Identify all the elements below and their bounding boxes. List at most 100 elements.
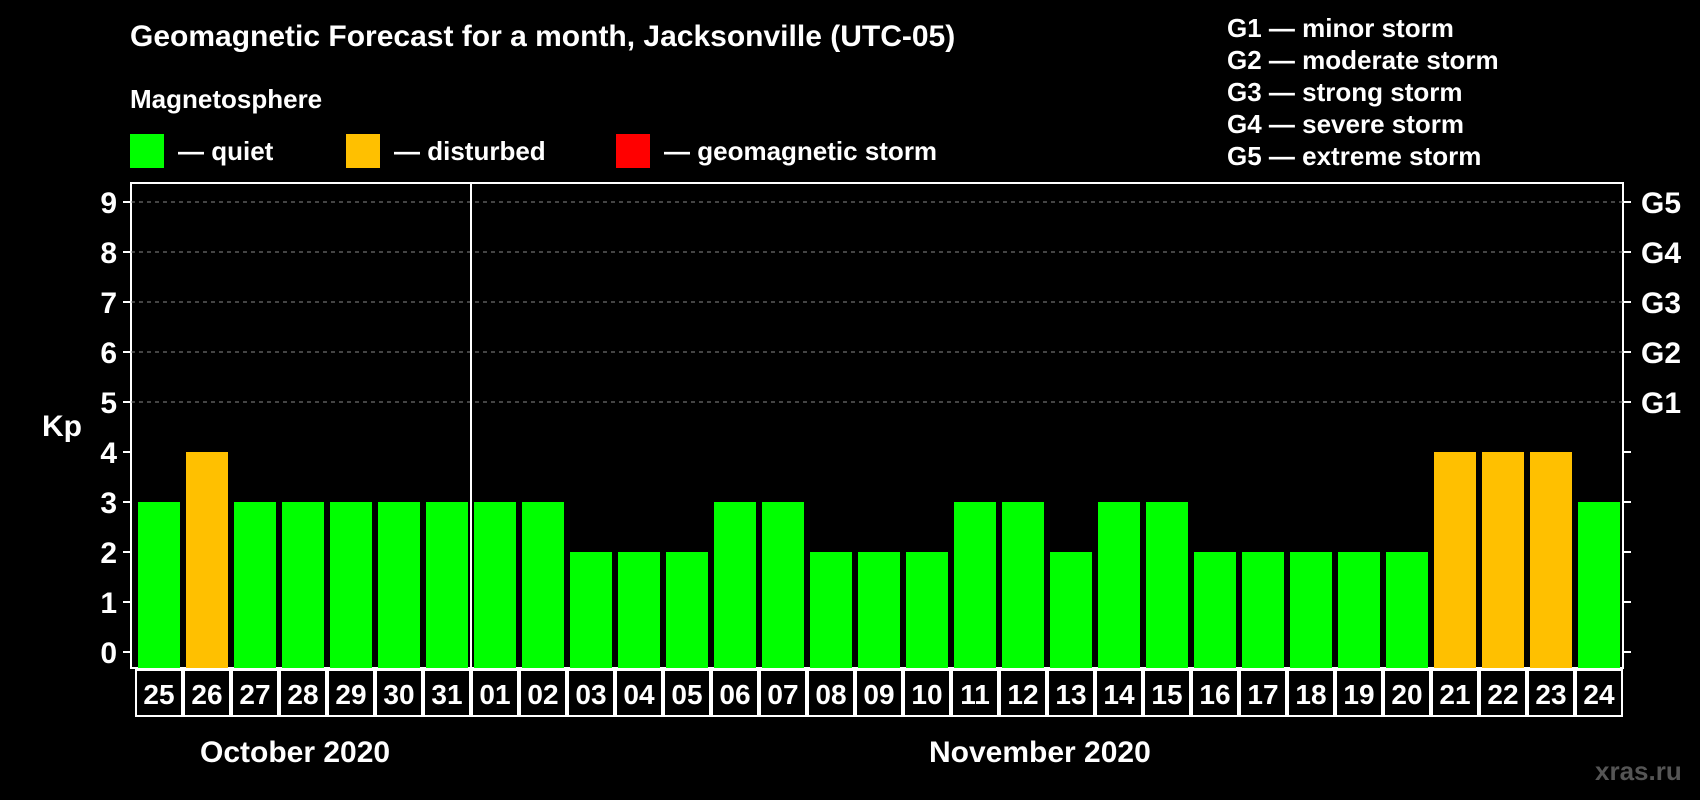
x-tick-box-03 xyxy=(567,669,615,717)
x-tick-box-25 xyxy=(135,669,183,717)
x-tick-box-18 xyxy=(1287,669,1335,717)
x-tick-label-12: 12 xyxy=(1007,679,1038,710)
x-tick-label-29: 29 xyxy=(335,679,366,710)
x-tick-box-17 xyxy=(1239,669,1287,717)
bar-10 xyxy=(906,552,948,668)
x-tick-box-21 xyxy=(1431,669,1479,717)
storm-scale-g5: G5 — extreme storm xyxy=(1227,141,1482,171)
x-tick-label-09: 09 xyxy=(863,679,894,710)
x-tick-label-08: 08 xyxy=(815,679,846,710)
legend-storm-swatch xyxy=(616,134,650,168)
storm-scale-g4: G4 — severe storm xyxy=(1227,109,1465,139)
y-tick-label-3: 3 xyxy=(100,487,117,520)
x-tick-label-26: 26 xyxy=(191,679,222,710)
y-tick-label-7: 7 xyxy=(100,287,117,320)
x-tick-label-31: 31 xyxy=(431,679,462,710)
right-axis-label-g3: G3 xyxy=(1641,287,1681,320)
x-tick-label-14: 14 xyxy=(1103,679,1135,710)
watermark: xras.ru xyxy=(1595,756,1682,786)
x-tick-label-20: 20 xyxy=(1391,679,1422,710)
bar-07 xyxy=(762,502,804,668)
x-tick-label-30: 30 xyxy=(383,679,414,710)
storm-scale-g2: G2 — moderate storm xyxy=(1227,45,1499,75)
storm-scale-legend: G1 — minor storm G2 — moderate storm G3 … xyxy=(1227,12,1499,172)
x-tick-box-12 xyxy=(999,669,1047,717)
x-tick-label-02: 02 xyxy=(527,679,558,710)
x-tick-label-23: 23 xyxy=(1535,679,1566,710)
x-tick-box-05 xyxy=(663,669,711,717)
bar-27 xyxy=(234,502,276,668)
x-tick-label-28: 28 xyxy=(287,679,318,710)
bar-28 xyxy=(282,502,324,668)
storm-scale-g1: G1 — minor storm xyxy=(1227,13,1454,43)
x-tick-box-13 xyxy=(1047,669,1095,717)
bar-02 xyxy=(522,502,564,668)
x-tick-box-02 xyxy=(519,669,567,717)
x-tick-label-07: 07 xyxy=(767,679,798,710)
bar-01 xyxy=(474,502,516,668)
y-tick-label-4: 4 xyxy=(100,437,117,470)
bar-12 xyxy=(1002,502,1044,668)
bar-13 xyxy=(1050,552,1092,668)
y-tick-label-1: 1 xyxy=(100,587,117,620)
bar-22 xyxy=(1482,452,1524,668)
x-tick-label-03: 03 xyxy=(575,679,606,710)
bar-19 xyxy=(1338,552,1380,668)
x-tick-label-13: 13 xyxy=(1055,679,1086,710)
x-tick-box-01 xyxy=(471,669,519,717)
x-tick-label-27: 27 xyxy=(239,679,270,710)
y-tick-label-9: 9 xyxy=(100,187,117,220)
x-tick-box-26 xyxy=(183,669,231,717)
x-tick-box-31 xyxy=(423,669,471,717)
x-tick-box-15 xyxy=(1143,669,1191,717)
x-tick-box-29 xyxy=(327,669,375,717)
y-tick-label-5: 5 xyxy=(100,387,117,420)
x-tick-box-10 xyxy=(903,669,951,717)
x-tick-label-05: 05 xyxy=(671,679,702,710)
bar-16 xyxy=(1194,552,1236,668)
y-tick-label-0: 0 xyxy=(100,637,117,670)
bar-18 xyxy=(1290,552,1332,668)
bar-21 xyxy=(1434,452,1476,668)
chart-title: Geomagnetic Forecast for a month, Jackso… xyxy=(130,20,956,53)
x-tick-label-10: 10 xyxy=(911,679,942,710)
bar-06 xyxy=(714,502,756,668)
bar-24 xyxy=(1578,502,1620,668)
x-tick-box-23 xyxy=(1527,669,1575,717)
x-tick-box-16 xyxy=(1191,669,1239,717)
x-tick-label-04: 04 xyxy=(623,679,655,710)
x-tick-box-07 xyxy=(759,669,807,717)
bar-09 xyxy=(858,552,900,668)
x-tick-box-11 xyxy=(951,669,999,717)
bar-14 xyxy=(1098,502,1140,668)
storm-scale-g3: G3 — strong storm xyxy=(1227,77,1463,107)
x-tick-box-14 xyxy=(1095,669,1143,717)
legend-heading: Magnetosphere xyxy=(130,84,323,114)
bar-30 xyxy=(378,502,420,668)
x-tick-box-04 xyxy=(615,669,663,717)
x-tick-label-25: 25 xyxy=(143,679,174,710)
right-axis-label-g1: G1 xyxy=(1641,387,1681,420)
bar-20 xyxy=(1386,552,1428,668)
legend-storm: — geomagnetic storm xyxy=(616,134,937,168)
y-tick-label-8: 8 xyxy=(100,237,117,270)
x-tick-box-19 xyxy=(1335,669,1383,717)
bar-29 xyxy=(330,502,372,668)
legend-disturbed-swatch xyxy=(346,134,380,168)
x-tick-label-17: 17 xyxy=(1247,679,1278,710)
right-axis-label-g4: G4 xyxy=(1641,237,1681,270)
x-tick-label-06: 06 xyxy=(719,679,750,710)
bar-23 xyxy=(1530,452,1572,668)
x-tick-label-11: 11 xyxy=(960,679,990,710)
x-tick-label-24: 24 xyxy=(1583,679,1615,710)
bar-26 xyxy=(186,452,228,668)
x-tick-box-09 xyxy=(855,669,903,717)
bar-11 xyxy=(954,502,996,668)
month-label-october: October 2020 xyxy=(200,736,391,769)
x-tick-box-08 xyxy=(807,669,855,717)
x-tick-label-19: 19 xyxy=(1343,679,1374,710)
x-tick-box-30 xyxy=(375,669,423,717)
bar-05 xyxy=(666,552,708,668)
bar-04 xyxy=(618,552,660,668)
